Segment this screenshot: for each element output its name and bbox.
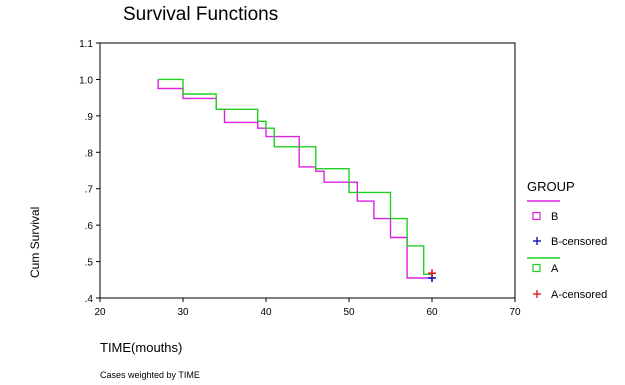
x-tick-label: 20	[94, 307, 106, 318]
y-tick-label: .7	[85, 185, 94, 196]
x-tick-label: 70	[509, 307, 521, 318]
plot-frame	[100, 43, 515, 298]
legend-label: A	[551, 263, 559, 275]
legend-label: A-censored	[551, 289, 607, 301]
y-tick-label: 1.1	[79, 39, 93, 50]
censored-mark-a-censored	[428, 269, 436, 277]
legend-label: B-censored	[551, 236, 607, 248]
y-tick-label: 1.0	[79, 75, 93, 86]
series-line-a	[158, 79, 432, 274]
x-tick-label: 50	[343, 307, 355, 318]
y-tick-label: .4	[85, 294, 94, 305]
x-tick-label: 60	[426, 307, 438, 318]
legend-item-a: A	[533, 263, 559, 275]
y-tick-label: .9	[85, 112, 94, 123]
y-tick-label: .8	[85, 148, 94, 159]
y-tick-label: .6	[85, 221, 94, 232]
legend-item-a-censored: A-censored	[533, 289, 607, 301]
x-tick-label: 30	[177, 307, 189, 318]
legend-square-swatch	[533, 265, 540, 272]
legend-square-swatch	[533, 213, 540, 220]
y-tick-label: .5	[85, 258, 94, 269]
x-tick-label: 40	[260, 307, 272, 318]
series-line-b	[158, 79, 432, 278]
legend-item-b-censored: B-censored	[533, 236, 607, 248]
legend-item-b: B	[533, 211, 558, 223]
legend-title: GROUP	[527, 179, 575, 194]
legend-label: B	[551, 211, 558, 223]
